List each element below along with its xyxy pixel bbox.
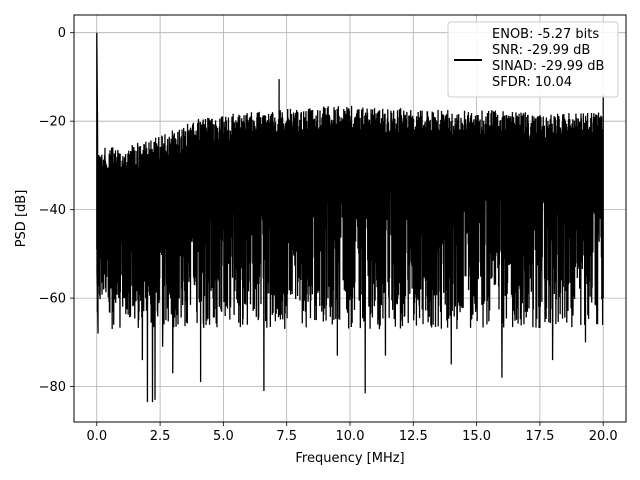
y-tick-label: −20 xyxy=(39,115,66,130)
y-tick-label: 0 xyxy=(58,26,66,41)
y-tick-label: −60 xyxy=(39,292,66,307)
x-tick-label: 20.0 xyxy=(589,429,618,444)
y-axis-label: PSD [dB] xyxy=(14,190,29,248)
x-tick-label: 15.0 xyxy=(462,429,491,444)
legend-entry: SNR: -29.99 dB xyxy=(492,43,590,58)
legend-entry: ENOB: -5.27 bits xyxy=(492,27,599,42)
x-axis: 0.0 2.5 5.0 7.5 10.0 12.5 15.0 17.5 20.0 xyxy=(86,422,618,444)
y-tick-label: −40 xyxy=(39,203,66,218)
x-tick-label: 12.5 xyxy=(399,429,428,444)
y-axis: 0 −20 −40 −60 −80 xyxy=(39,26,74,395)
x-tick-label: 2.5 xyxy=(150,429,171,444)
x-tick-label: 10.0 xyxy=(336,429,365,444)
legend-box xyxy=(447,21,619,98)
legend-entry: SINAD: -29.99 dB xyxy=(492,59,604,74)
x-tick-label: 7.5 xyxy=(276,429,297,444)
series-layer xyxy=(96,32,604,403)
x-tick-label: 5.0 xyxy=(213,429,234,444)
x-tick-label: 17.5 xyxy=(525,429,554,444)
x-axis-label: Frequency [MHz] xyxy=(295,451,404,466)
psd-series-line xyxy=(96,32,604,403)
y-tick-label: −80 xyxy=(39,380,66,395)
legend-entry: SFDR: 10.04 xyxy=(492,75,572,90)
x-tick-label: 0.0 xyxy=(86,429,107,444)
